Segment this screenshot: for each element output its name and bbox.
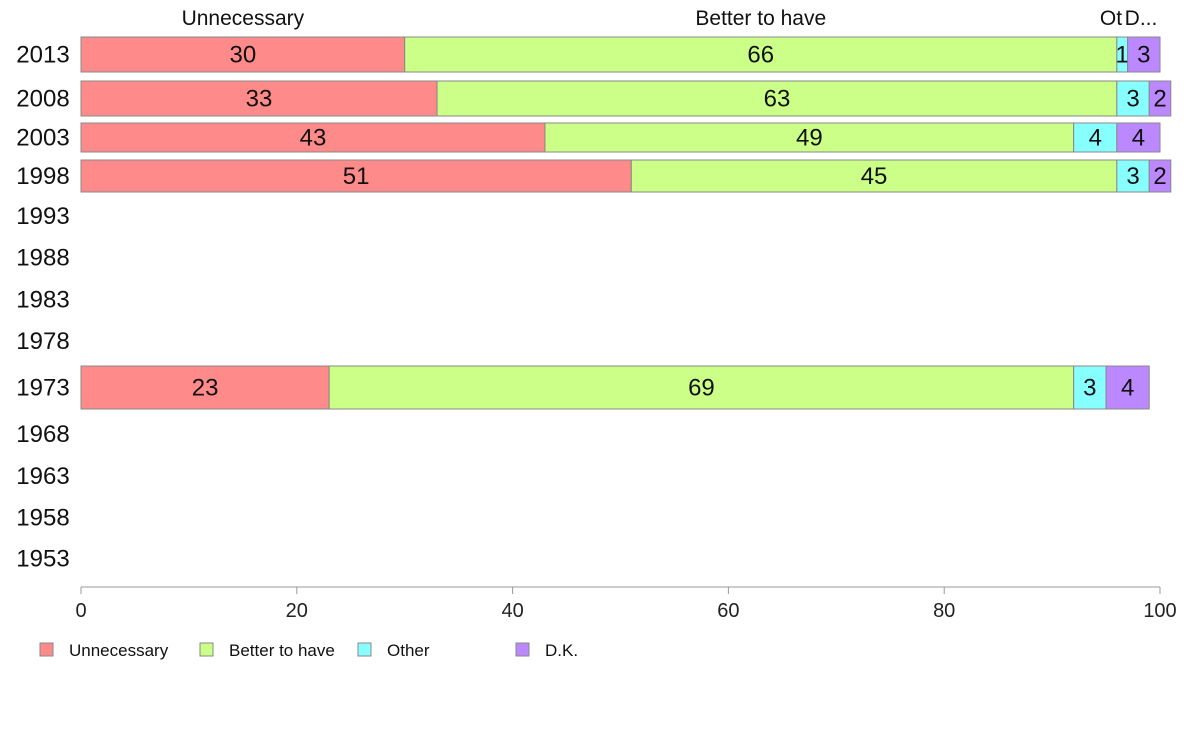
bar-label-1998-d-k: 2 xyxy=(1153,163,1166,190)
year-label-1958: 1958 xyxy=(16,505,69,532)
column-header-better-to-have: Better to have xyxy=(695,7,826,30)
year-label-1998: 1998 xyxy=(16,163,69,190)
bar-label-2003-unnecessary: 43 xyxy=(300,125,327,152)
bar-label-2003-other: 4 xyxy=(1089,125,1102,152)
legend-swatch-d-k xyxy=(515,642,530,657)
bar-2013-better-to-have xyxy=(404,36,1118,73)
bar-2008-d-k xyxy=(1148,80,1172,117)
legend-label-unnecessary: Unnecessary xyxy=(69,641,169,660)
bar-label-2013-unnecessary: 30 xyxy=(229,42,256,69)
legend-label-other: Other xyxy=(387,641,430,660)
year-label-1978: 1978 xyxy=(16,328,69,355)
year-label-1993: 1993 xyxy=(16,203,69,230)
bar-2008-other xyxy=(1116,80,1150,117)
bar-2003-d-k xyxy=(1116,122,1161,153)
bar-label-2013-d-k: 3 xyxy=(1137,42,1150,69)
bar-label-2003-better-to-have: 49 xyxy=(796,125,823,152)
x-axis: 0 20 40 60 80 100 xyxy=(75,586,1177,622)
x-tick-label-80: 80 xyxy=(933,600,955,622)
x-tick-label-40: 40 xyxy=(501,600,523,622)
legend-swatch-better-to-have xyxy=(199,642,214,657)
bar-2008-better-to-have xyxy=(436,80,1118,117)
year-label-1988: 1988 xyxy=(16,245,69,272)
bar-label-1998-unnecessary: 51 xyxy=(343,163,370,190)
bar-2013-unnecessary xyxy=(80,36,406,73)
bar-label-2003-d-k: 4 xyxy=(1132,125,1145,152)
bar-1973-d-k xyxy=(1105,365,1150,410)
bar-label-1973-d-k: 4 xyxy=(1121,375,1134,402)
year-labels: 2013 2008 2003 1998 1993 1988 1983 1978 1973 1968… xyxy=(16,42,69,573)
bar-2003-better-to-have xyxy=(544,122,1075,153)
bar-label-2013-better-to-have: 66 xyxy=(747,42,774,69)
year-label-1968: 1968 xyxy=(16,421,69,448)
legend-label-better-to-have: Better to have xyxy=(229,641,335,660)
bar-label-1973-other: 3 xyxy=(1083,375,1096,402)
bar-1998-d-k xyxy=(1148,159,1172,193)
bar-label-1973-unnecessary: 23 xyxy=(192,375,219,402)
bar-label-1998-other: 3 xyxy=(1126,163,1139,190)
column-header-ot: Ot xyxy=(1100,7,1122,30)
bars: 30 66 1 333 63 3 243 49 4 451 45 3 223 69 3 4 xyxy=(80,36,1172,410)
bar-label-2008-other: 3 xyxy=(1126,86,1139,113)
bar-2013-d-k xyxy=(1127,36,1161,73)
year-label-1983: 1983 xyxy=(16,287,69,314)
year-label-1973: 1973 xyxy=(16,375,69,402)
bar-1973-other xyxy=(1073,365,1107,410)
year-label-1963: 1963 xyxy=(16,463,69,490)
bar-1998-better-to-have xyxy=(630,159,1118,193)
legend-label-d-k: D.K. xyxy=(545,641,578,660)
bar-1973-better-to-have xyxy=(328,365,1075,410)
column-headers: Unnecessary Better to have Ot D... xyxy=(182,7,1158,30)
x-tick-label-60: 60 xyxy=(717,600,739,622)
bar-label-2008-d-k: 2 xyxy=(1153,86,1166,113)
bar-label-2008-unnecessary: 33 xyxy=(246,86,273,113)
column-header-unnecessary: Unnecessary xyxy=(182,7,305,30)
column-header-d: D... xyxy=(1125,7,1158,30)
bar-1973-unnecessary xyxy=(80,365,330,410)
x-tick-label-0: 0 xyxy=(75,600,86,622)
year-label-2008: 2008 xyxy=(16,86,69,113)
legend-swatch-other xyxy=(357,642,372,657)
x-tick-label-100: 100 xyxy=(1143,600,1176,622)
year-label-2003: 2003 xyxy=(16,125,69,152)
year-label-2013: 2013 xyxy=(16,42,69,69)
legend: Unnecessary Better to have Other D.K. xyxy=(39,641,578,660)
bar-1998-unnecessary xyxy=(80,159,632,193)
bar-label-1973-better-to-have: 69 xyxy=(688,375,715,402)
x-tick-label-20: 20 xyxy=(286,600,308,622)
bar-label-1998-better-to-have: 45 xyxy=(861,163,888,190)
year-label-1953: 1953 xyxy=(16,546,69,573)
legend-swatch-unnecessary xyxy=(39,642,54,657)
bar-label-2008-better-to-have: 63 xyxy=(764,86,791,113)
bar-2003-unnecessary xyxy=(80,122,546,153)
bar-label-2013-other: 1 xyxy=(1116,42,1129,69)
